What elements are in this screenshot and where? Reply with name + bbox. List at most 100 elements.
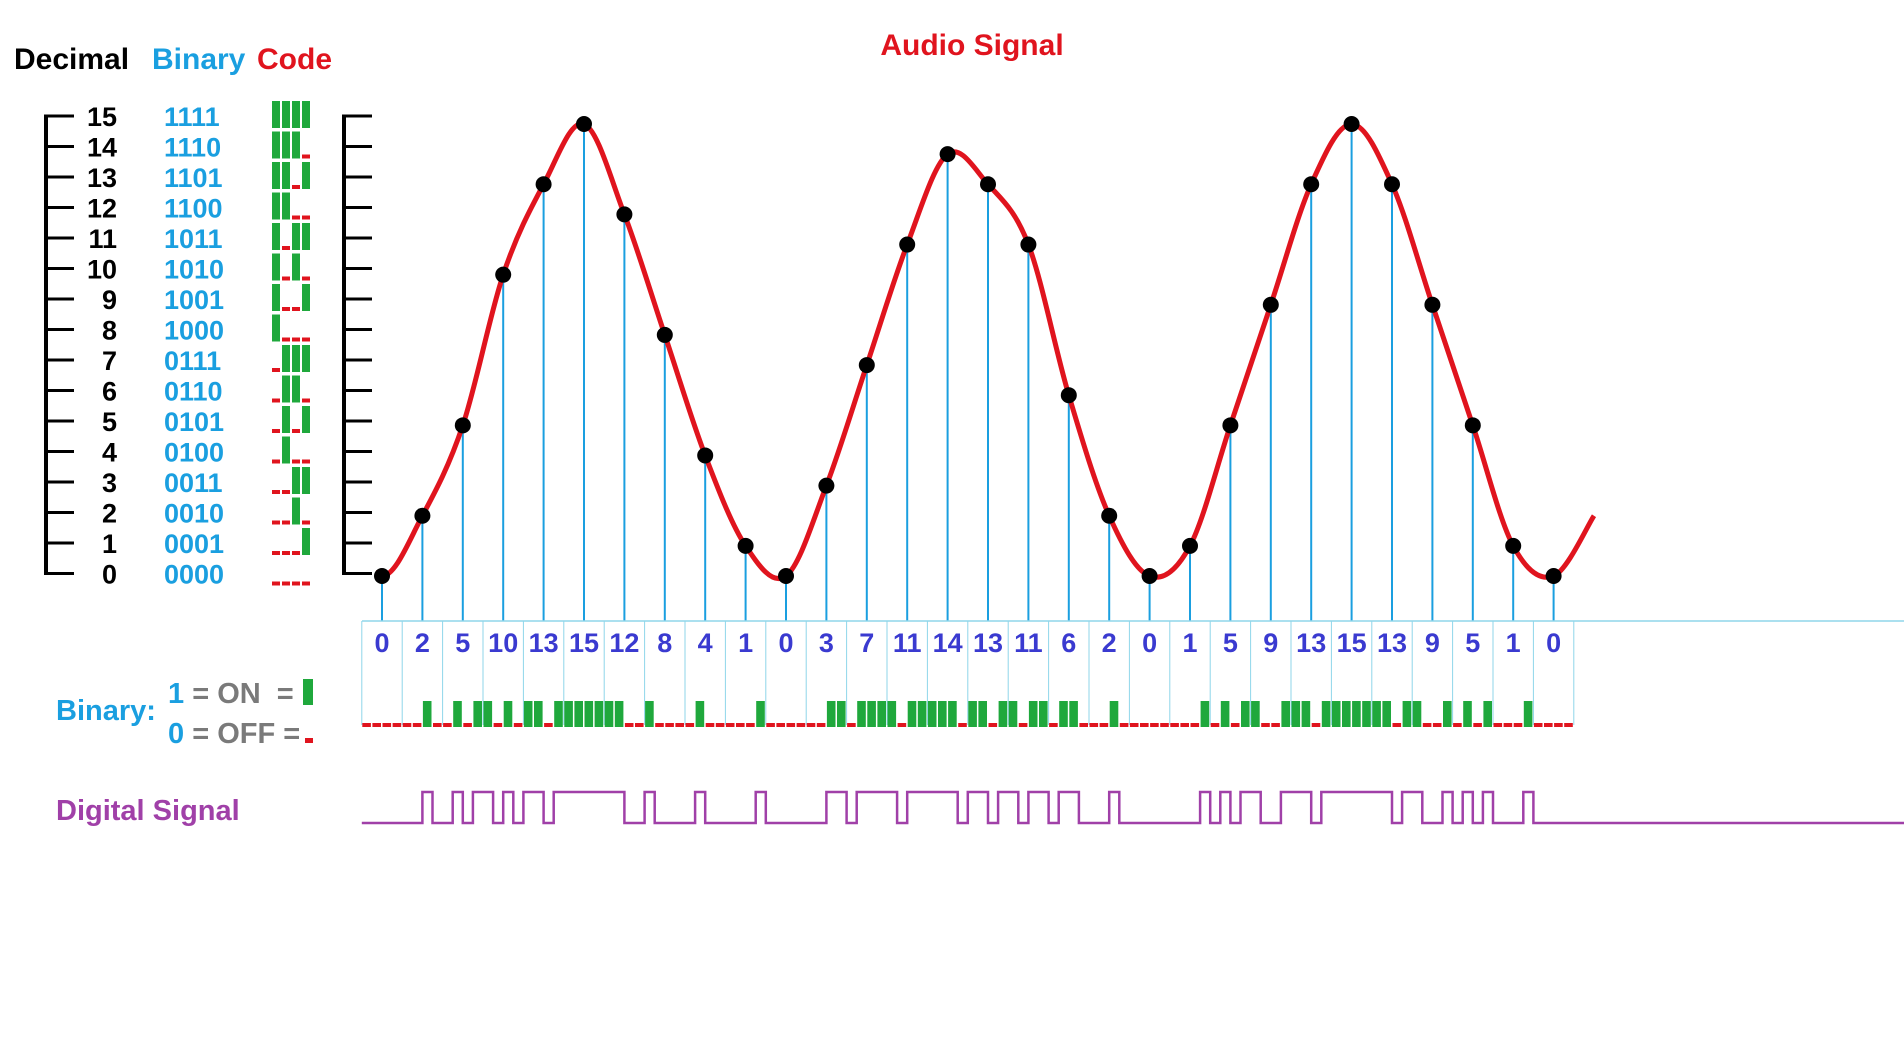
binary-off-bar: [1261, 723, 1270, 727]
binary-off-bar: [1140, 723, 1149, 727]
sample-value-label: 14: [933, 628, 963, 658]
binary-on-bar: [1251, 701, 1260, 727]
code-on-bar: [302, 162, 310, 189]
binary-on-bar: [867, 701, 876, 727]
code-on-bar: [302, 101, 310, 128]
sample-point: [1545, 568, 1562, 584]
sample-value-label: 11: [893, 628, 922, 658]
code-on-bar: [302, 223, 310, 250]
sample-value-label: 12: [609, 628, 639, 658]
binary-off-bar: [675, 723, 684, 727]
binary-on-bar: [1372, 701, 1381, 727]
sample-value-label: 13: [1296, 628, 1326, 658]
code-on-bar: [302, 528, 310, 555]
binary-on-bar: [604, 701, 614, 727]
sample-value-label: 1: [738, 628, 753, 658]
code-off-bar: [292, 337, 300, 342]
binary-off-bar: [382, 723, 392, 727]
binary-legend-label: Binary:: [56, 695, 156, 727]
sample-value-label: 15: [569, 628, 599, 658]
code-on-bar: [282, 192, 290, 220]
binary-on-bar: [1069, 701, 1078, 727]
sample-point: [616, 206, 633, 223]
code-off-bar: [292, 307, 300, 311]
binary-off-bar: [796, 723, 806, 727]
code-on-bar: [282, 162, 290, 189]
binary-off-bar: [624, 723, 634, 727]
binary-off-bar: [958, 723, 967, 727]
binary-level-label: 1110: [164, 133, 221, 163]
binary-level-label: 0001: [164, 529, 224, 559]
code-off-bar: [292, 185, 300, 189]
sample-point: [1464, 417, 1481, 434]
sample-value-labels: 0 2 5 10 13 15 12 8 4 1 0 3 7 11 14 13 11 6 2 0 1 5 9 13 15 13 9 5 1…: [374, 628, 1561, 658]
sample-value-label: 0: [1546, 628, 1561, 658]
decimal-level-label: 13: [87, 163, 117, 193]
sample-point: [1343, 116, 1360, 132]
decimal-level-label: 14: [87, 133, 117, 163]
sample-value-label: 11: [1014, 628, 1043, 658]
decimal-level-scale: [44, 114, 74, 575]
decimal-level-label: 1: [102, 529, 117, 559]
sample-value-label: 5: [1465, 628, 1480, 658]
sample-value-label: 7: [859, 628, 874, 658]
code-on-bar: [292, 467, 300, 494]
binary-off-bar: [392, 723, 402, 727]
binary-level-label: 1000: [164, 316, 224, 346]
binary-off-bar: [544, 723, 553, 727]
binary-on-bar: [473, 701, 482, 727]
sample-value-label: 0: [374, 628, 389, 658]
binary-level-label: 0110: [164, 377, 223, 407]
binary-on-bar: [614, 701, 624, 727]
code-off-bar: [282, 490, 290, 494]
binary-level-label: 0101: [164, 407, 224, 437]
binary-on-bar: [1109, 701, 1119, 727]
code-off-bar: [282, 276, 290, 281]
binary-on-bar: [1331, 701, 1341, 727]
binary-off-bar: [1311, 723, 1321, 727]
sample-value-label: 5: [455, 628, 470, 658]
binary-legend: Binary: 1 = ON = 0 = OFF =: [56, 678, 313, 750]
binary-level-label: 1010: [164, 255, 224, 285]
binary-off-bar: [412, 723, 422, 727]
decimal-level-label: 15: [87, 102, 117, 132]
code-on-bar: [272, 162, 280, 189]
sample-stems: [381, 124, 1555, 621]
legend-one-digit: 1: [168, 678, 184, 710]
sample-value-label: 10: [488, 628, 518, 658]
code-off-bar: [272, 490, 280, 494]
code-on-bar: [272, 223, 280, 250]
sample-point: [697, 447, 714, 464]
sample-value-label: 13: [1377, 628, 1407, 658]
sample-value-label: 1: [1182, 628, 1197, 658]
decimal-header: Decimal: [14, 43, 129, 76]
binary-on-bar: [1028, 701, 1038, 727]
binary-header: Binary: [152, 43, 246, 76]
binary-on-bar: [523, 701, 533, 727]
binary-off-bar: [766, 723, 775, 727]
binary-on-bar: [1382, 701, 1391, 727]
sample-point: [1101, 507, 1118, 524]
binary-off-bar: [1230, 723, 1240, 727]
code-on-bar: [272, 101, 280, 128]
code-off-bar: [272, 368, 280, 372]
binary-on-bar: [1443, 701, 1452, 727]
binary-on-bar: [1321, 701, 1331, 727]
code-off-bar: [282, 520, 290, 525]
sample-value-label: 0: [778, 628, 793, 658]
decimal-level-label: 3: [102, 468, 117, 498]
code-off-bar: [272, 520, 280, 525]
binary-level-label: 1011: [164, 224, 223, 254]
binary-on-bar: [594, 701, 604, 727]
sample-value-label: 13: [973, 628, 1003, 658]
binary-off-bar: [1271, 723, 1280, 727]
code-on-bar: [272, 192, 280, 220]
binary-code-row: [362, 701, 1573, 727]
code-on-bar: [282, 131, 290, 159]
binary-level-label: 1100: [164, 194, 223, 224]
decimal-level-label: 2: [102, 499, 117, 529]
binary-level-label: 1111: [164, 102, 220, 132]
code-on-bar: [282, 101, 290, 128]
legend-zero-digit: 0: [168, 718, 184, 750]
code-off-bar: [272, 459, 280, 464]
